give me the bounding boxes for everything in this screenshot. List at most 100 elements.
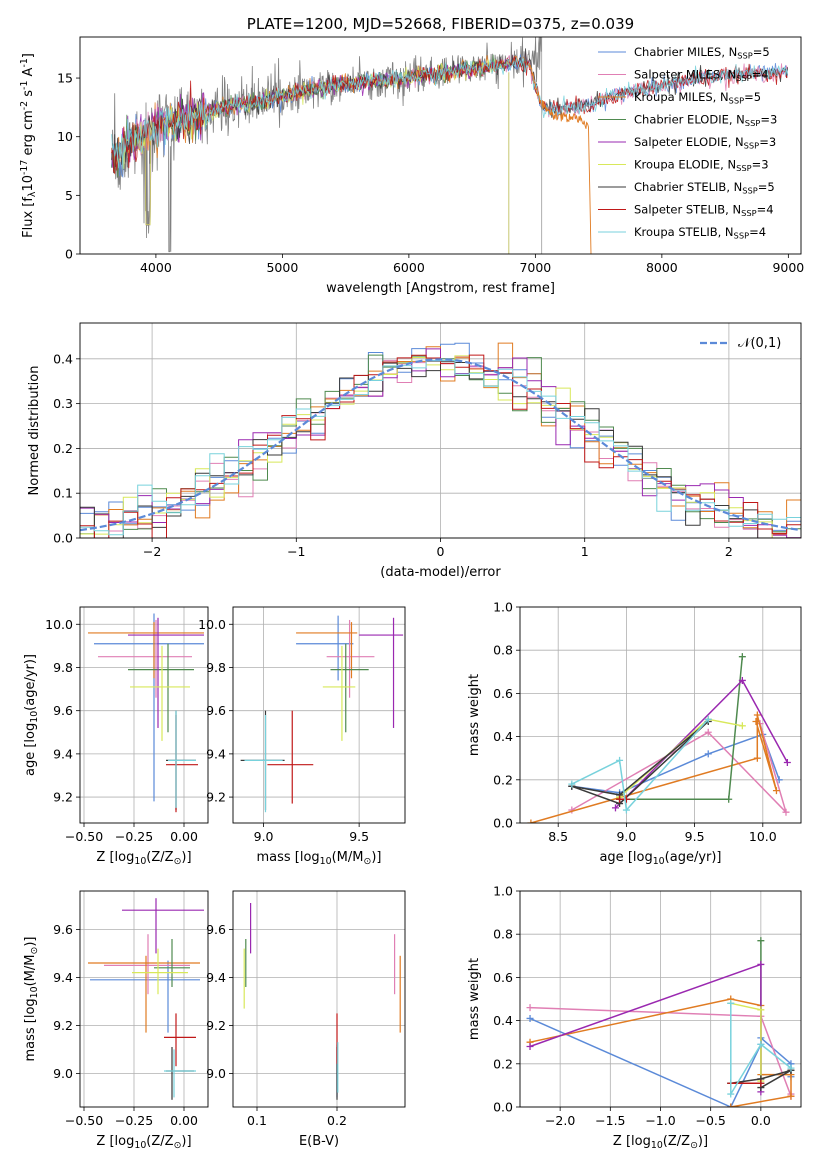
x-tick-label: −0.50 (65, 829, 103, 844)
mass-weight-marker (622, 795, 630, 803)
model-spectrum-kroupa-miles-red (528, 63, 592, 254)
plot-area-residuals (80, 342, 801, 538)
normal-curve (80, 358, 801, 532)
mass-weight-marker (753, 711, 761, 719)
frame-age_vs_Z: −0.50 −0.25 0.00 9.2 9.4 9.6 9.8 10.0 Z [log10(Z… (23, 606, 209, 867)
mass-weight-marker (757, 1079, 765, 1087)
errorbar-point (128, 643, 194, 733)
plot-area-mass_vs_Z (88, 898, 204, 1100)
y-tick-label: 0 (65, 247, 73, 262)
x-axis-label: age [log10(age/yr)] (599, 850, 721, 867)
mass-weight-marker (704, 728, 712, 736)
mass-weight-marker (616, 795, 624, 803)
y-tick-label: 9.2 (206, 790, 226, 805)
y-tick-label: 9.2 (53, 1018, 73, 1033)
axes-frame (79, 606, 209, 824)
x-tick-label: 8000 (646, 260, 678, 275)
mass-weight-marker (782, 808, 790, 816)
chart-title: PLATE=1200, MJD=52668, FIBERID=0375, z=0… (247, 15, 634, 33)
x-axis-label: (data-model)/error (380, 565, 501, 580)
y-axis-label: mass weight (467, 674, 482, 756)
x-tick-label: −2.0 (545, 1113, 575, 1128)
errorbar-point (322, 645, 356, 741)
y-tick-label: 0.6 (493, 970, 513, 985)
plot-area-massweight_vs_Z (526, 937, 795, 1107)
y-tick-label: 9.4 (206, 746, 226, 761)
axes-frame (79, 322, 802, 539)
grid-age_vs_Z (80, 607, 208, 823)
y-tick-label: 9.6 (53, 922, 73, 937)
x-axis-label: mass [log10(M/M⊙)] (256, 850, 381, 867)
axes-mass_vs_ebv: 0.1 0.2 9.0 9.2 9.4 9.6 E(B-V) (206, 890, 406, 1149)
x-axis-label: E(B-V) (299, 1134, 339, 1149)
x-tick-label: 10.0 (749, 829, 777, 844)
mass-weight-marker (727, 1103, 735, 1107)
axes-spectrum: 4000 5000 6000 7000 8000 9000 0 5 10 15 wavelength… (19, 15, 804, 296)
axes-frame (232, 890, 406, 1108)
y-tick-label: 0.1 (53, 486, 73, 501)
mass-weight-line (730, 1069, 792, 1089)
mass-weight-marker (787, 1064, 795, 1072)
x-tick-label: 6000 (393, 260, 425, 275)
mass-weight-marker (727, 999, 735, 1007)
y-tick-label: 9.6 (206, 703, 226, 718)
y-tick-label: 0.8 (493, 927, 513, 942)
histogram-step (80, 360, 801, 536)
errorbar-point (132, 948, 188, 995)
mass-weight-marker (704, 750, 712, 758)
errorbar-point (164, 1013, 196, 1067)
errorbar-point (122, 898, 204, 954)
mass-weight-marker (757, 960, 765, 968)
x-tick-label: 7000 (519, 260, 551, 275)
mass-weight-marker (757, 1006, 765, 1014)
y-tick-label: 9.4 (53, 746, 73, 761)
axes-frame (79, 890, 209, 1108)
y-axis-label: mass weight (467, 958, 482, 1040)
legend-label: Salpeter STELIB, NSSP=4 (634, 203, 774, 219)
axes-age_vs_Z: −0.50 −0.25 0.00 9.2 9.4 9.6 9.8 10.0 Z [log10(Z… (23, 606, 209, 867)
frame-mass_vs_Z: −0.50 −0.25 0.00 9.0 9.2 9.4 9.6 Z [log10(Z/Z⊙)… (23, 890, 209, 1151)
y-tick-label: 0.0 (53, 531, 73, 546)
y-tick-label: 1.0 (493, 600, 513, 615)
mass-weight-marker (725, 795, 733, 803)
mass-weight-marker (738, 676, 746, 684)
x-tick-label: −1 (287, 544, 305, 559)
legend-label: Salpeter ELODIE, NSSP=3 (634, 135, 776, 151)
errorbar-point (104, 934, 190, 995)
plot-area-massweight_vs_age (527, 653, 791, 823)
mass-weight-marker (611, 804, 619, 812)
y-tick-label: 10.0 (198, 617, 226, 632)
y-tick-label: 9.6 (206, 922, 226, 937)
frame-mass_vs_ebv: 0.1 0.2 9.0 9.2 9.4 9.6 E(B-V) (206, 890, 406, 1149)
mass-weight-line (571, 718, 709, 812)
y-tick-label: 1.0 (493, 884, 513, 899)
grid-mass_vs_ebv (233, 891, 405, 1107)
x-tick-label: 9000 (772, 260, 804, 275)
x-axis-label: Z [log10(Z/Z⊙)] (96, 1134, 191, 1151)
x-tick-label: 8.5 (548, 829, 568, 844)
y-tick-label: 0.4 (493, 1013, 513, 1028)
x-tick-label: 0.0 (751, 1113, 771, 1128)
y-tick-label: 9.4 (53, 970, 73, 985)
frame-age_vs_mass: 9.0 9.5 9.2 9.4 9.6 9.8 10.0 mass [log10(M/M⊙)] (198, 606, 406, 867)
x-tick-label: 2 (725, 544, 733, 559)
axes-massweight_vs_Z: −2.0 −1.5 −1.0 −0.5 0.0 0.0 0.2 0.4 0.6 0.8 1.0 Z [… (467, 884, 802, 1151)
axes-mass_vs_Z: −0.50 −0.25 0.00 9.0 9.2 9.4 9.6 Z [log10(Z/Z⊙)… (23, 890, 209, 1151)
y-axis-label: mass [log10(M/M⊙)] (23, 936, 40, 1061)
errorbar-point (359, 617, 404, 728)
mass-weight-line (730, 1003, 792, 1097)
y-tick-label: 15 (57, 71, 73, 86)
errorbar-point (88, 622, 204, 679)
frame-residuals: −2 −1 0 1 2 0.0 0.1 0.2 0.3 0.4 (data-model)/error… (27, 322, 802, 580)
axes-frame (519, 606, 802, 824)
legend-label: 𝒩(0,1) (738, 336, 781, 351)
y-tick-label: 0.4 (493, 729, 513, 744)
mass-weight-line (571, 723, 787, 813)
x-tick-label: 9.0 (616, 829, 636, 844)
x-tick-label: 0.1 (247, 1113, 267, 1128)
x-tick-label: 5000 (266, 260, 298, 275)
errorbar-point (296, 622, 358, 679)
mass-weight-marker (622, 806, 630, 814)
legend-label: Kroupa STELIB, NSSP=4 (634, 225, 766, 241)
y-tick-label: 9.8 (206, 660, 226, 675)
